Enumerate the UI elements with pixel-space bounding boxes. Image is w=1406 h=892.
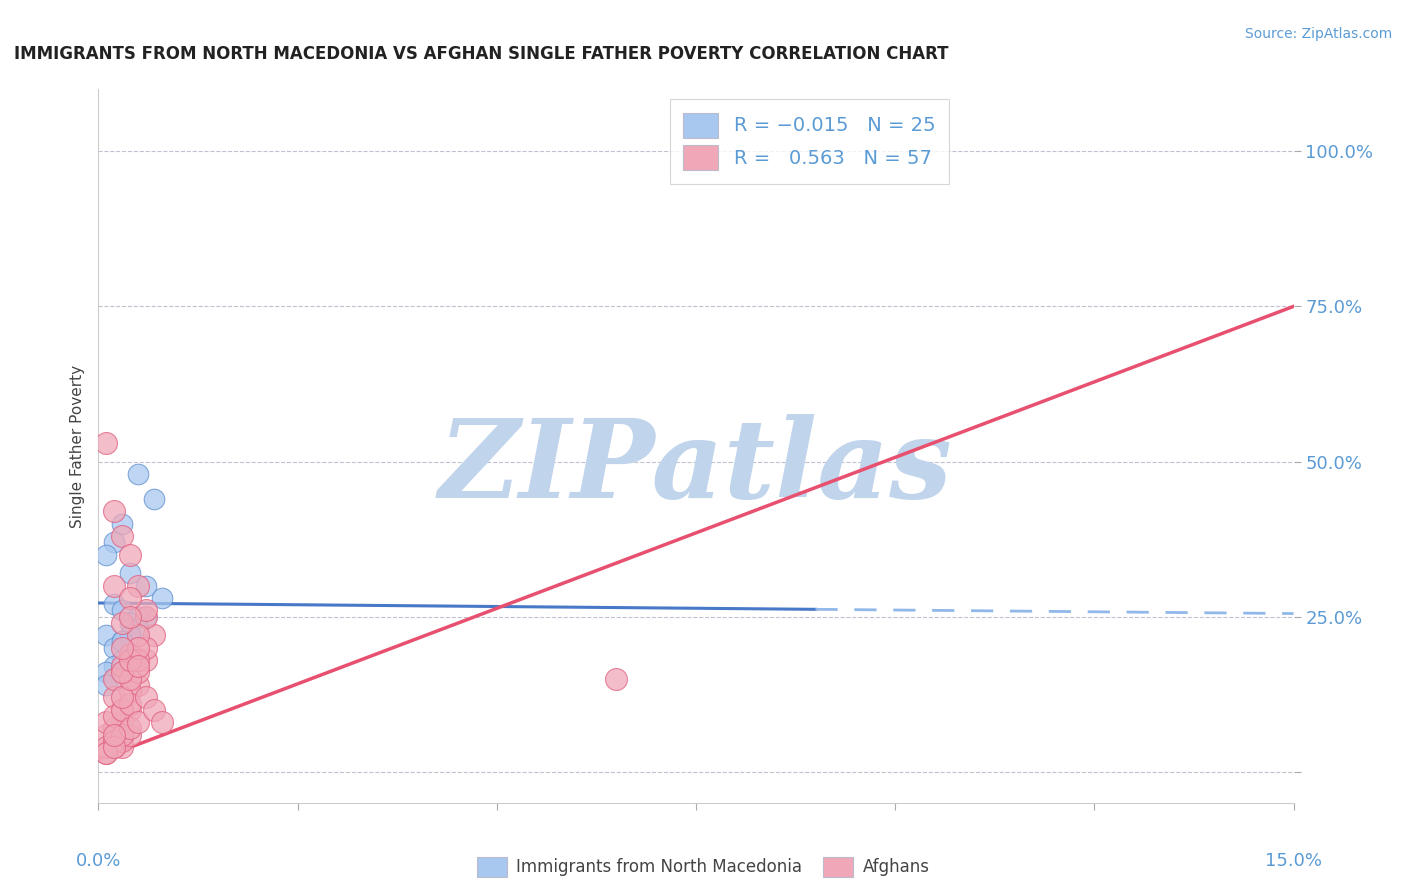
Legend: R = −0.015   N = 25, R =   0.563   N = 57: R = −0.015 N = 25, R = 0.563 N = 57: [669, 99, 949, 184]
Point: [103, 722, 125, 736]
Point: [120, 722, 142, 736]
Point: [111, 634, 134, 648]
Point: [135, 609, 157, 624]
Point: [120, 591, 142, 605]
Point: [103, 727, 125, 741]
Point: [96, 436, 118, 450]
Point: [103, 733, 125, 747]
Point: [111, 703, 134, 717]
Y-axis label: Single Father Poverty: Single Father Poverty: [69, 365, 84, 527]
Point: [111, 739, 134, 754]
Point: [103, 535, 125, 549]
Point: [111, 733, 134, 747]
Point: [150, 591, 173, 605]
Point: [120, 647, 142, 661]
Point: [103, 597, 125, 611]
Point: [111, 640, 134, 655]
Point: [111, 615, 134, 630]
Point: [135, 579, 157, 593]
Point: [103, 579, 125, 593]
Point: [127, 609, 149, 624]
Point: [135, 609, 157, 624]
Point: [96, 628, 118, 642]
Point: [96, 727, 118, 741]
Point: [150, 715, 173, 730]
Text: ZIPatlas: ZIPatlas: [439, 414, 953, 521]
Point: [127, 467, 149, 481]
Point: [120, 684, 142, 698]
Point: [135, 640, 157, 655]
Point: [103, 640, 125, 655]
Point: [135, 603, 157, 617]
Point: [103, 733, 125, 747]
Point: [127, 665, 149, 680]
Point: [111, 659, 134, 673]
Point: [135, 653, 157, 667]
Point: [127, 653, 149, 667]
Text: Source: ZipAtlas.com: Source: ZipAtlas.com: [1244, 27, 1392, 41]
Point: [111, 665, 134, 680]
Text: 0.0%: 0.0%: [76, 853, 121, 871]
Point: [103, 504, 125, 518]
Point: [96, 548, 118, 562]
Point: [127, 579, 149, 593]
Point: [143, 703, 166, 717]
Point: [111, 529, 134, 543]
Point: [103, 739, 125, 754]
Point: [96, 739, 118, 754]
Point: [111, 703, 134, 717]
Point: [143, 491, 166, 506]
Text: 15.0%: 15.0%: [1265, 853, 1322, 871]
Point: [111, 516, 134, 531]
Point: [120, 609, 142, 624]
Point: [103, 709, 125, 723]
Point: [120, 615, 142, 630]
Point: [120, 653, 142, 667]
Legend: Immigrants from North Macedonia, Afghans: Immigrants from North Macedonia, Afghans: [470, 850, 936, 884]
Point: [103, 690, 125, 705]
Point: [120, 727, 142, 741]
Point: [103, 672, 125, 686]
Text: IMMIGRANTS FROM NORTH MACEDONIA VS AFGHAN SINGLE FATHER POVERTY CORRELATION CHAR: IMMIGRANTS FROM NORTH MACEDONIA VS AFGHA…: [14, 45, 949, 62]
Point: [103, 739, 125, 754]
Point: [143, 628, 166, 642]
Point: [120, 566, 142, 581]
Point: [135, 690, 157, 705]
Point: [96, 746, 118, 760]
Point: [605, 672, 627, 686]
Point: [127, 622, 149, 636]
Point: [103, 659, 125, 673]
Point: [111, 603, 134, 617]
Point: [111, 715, 134, 730]
Point: [120, 703, 142, 717]
Point: [120, 647, 142, 661]
Point: [111, 653, 134, 667]
Point: [127, 628, 149, 642]
Point: [96, 678, 118, 692]
Point: [127, 715, 149, 730]
Point: [127, 659, 149, 673]
Point: [120, 628, 142, 642]
Point: [96, 746, 118, 760]
Point: [120, 548, 142, 562]
Point: [127, 678, 149, 692]
Point: [96, 715, 118, 730]
Point: [103, 672, 125, 686]
Point: [111, 690, 134, 705]
Point: [120, 697, 142, 711]
Point: [120, 672, 142, 686]
Point: [111, 727, 134, 741]
Point: [96, 665, 118, 680]
Point: [127, 640, 149, 655]
Point: [111, 634, 134, 648]
